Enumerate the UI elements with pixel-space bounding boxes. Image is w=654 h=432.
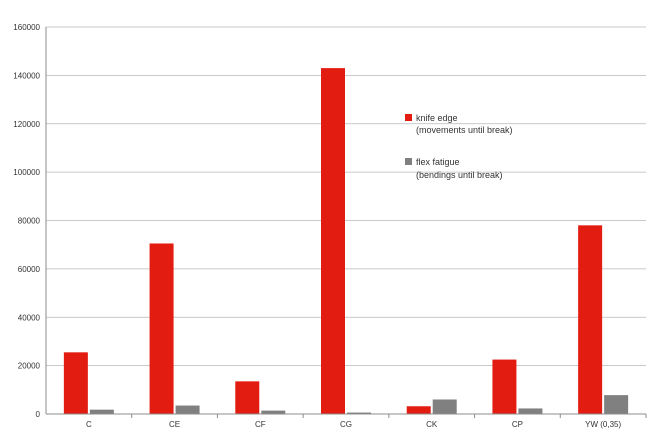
bar-knife-edge [578,225,603,414]
x-tick-label: CP [512,420,523,429]
y-tick-label: 20000 [18,362,41,371]
bar-knife-edge [492,359,517,414]
bar-flex-fatigue [518,408,543,414]
gridlines [46,26,646,367]
bar-flex-fatigue [432,399,457,414]
x-tick-label: CG [340,420,352,429]
bars [63,68,629,415]
legend-swatch-knife-edge [405,114,412,121]
bar-flex-fatigue [175,405,200,414]
legend-sublabel-knife-edge: (movements until break) [416,125,513,135]
x-tick-label: YW (0,35) [585,420,621,429]
x-axis: C CE CF CG CK CP YW (0,35) [46,413,647,429]
y-tick-label: 40000 [18,313,41,322]
y-tick-label: 100000 [13,168,40,177]
y-tick-label: 0 [36,410,41,419]
legend-item-flex-fatigue: flex fatigue (bendings until break) [405,157,503,180]
legend-item-knife-edge: knife edge (movements until break) [405,113,513,135]
bar-knife-edge [235,381,260,414]
bar-flex-fatigue [89,409,114,414]
bar-knife-edge [406,406,431,414]
x-tick-label: C [86,420,92,429]
legend-label-knife-edge: knife edge [416,113,458,123]
y-tick-label: 60000 [18,265,41,274]
y-tick-label: 140000 [13,71,40,80]
bar-flex-fatigue [347,412,371,414]
y-tick-label: 80000 [18,217,41,226]
legend-swatch-flex-fatigue [405,158,412,165]
x-tick-label: CK [426,420,438,429]
bar-knife-edge [321,68,345,415]
bar-flex-fatigue [261,410,286,414]
legend-label-flex-fatigue: flex fatigue [416,157,460,167]
bar-knife-edge [63,352,88,414]
legend: knife edge (movements until break) flex … [405,113,513,180]
x-tick-label: CF [255,420,266,429]
x-tick-label: CE [169,420,180,429]
y-axis: 0 20000 40000 60000 80000 100000 120000 140000 1… [13,23,47,419]
y-tick-label: 160000 [13,23,40,32]
legend-sublabel-flex-fatigue: (bendings until break) [416,170,503,180]
y-tick-label: 120000 [13,120,40,129]
bar-knife-edge [149,243,174,414]
bar-flex-fatigue [604,395,629,414]
